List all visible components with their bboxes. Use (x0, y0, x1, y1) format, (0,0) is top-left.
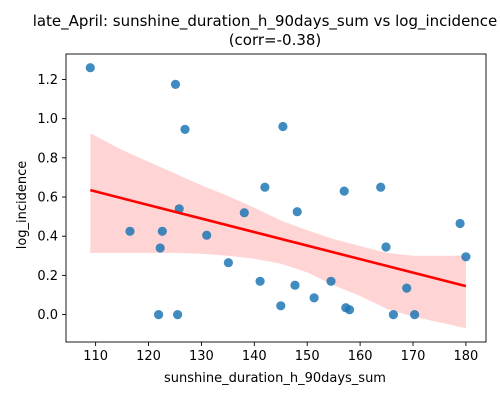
data-point (402, 283, 412, 293)
data-point (455, 218, 465, 229)
data-point (170, 79, 181, 89)
data-point (255, 276, 265, 286)
x-tick-label: 130 (189, 349, 214, 364)
y-tick-label: 0.6 (37, 191, 58, 206)
data-point (461, 252, 471, 262)
x-axis-label: sunshine_duration_h_90days_sum (164, 371, 386, 386)
confidence-band (90, 133, 466, 329)
data-point (157, 226, 167, 236)
chart-subtitle: (corr=-0.38) (229, 31, 322, 49)
data-point (290, 280, 300, 290)
data-point (173, 310, 183, 320)
data-point (376, 182, 386, 192)
plot-frame (65, 53, 487, 343)
data-point (326, 276, 336, 286)
x-tick-label: 170 (401, 349, 426, 364)
x-tick-label: 120 (136, 349, 161, 364)
data-point (260, 182, 270, 192)
data-point (278, 121, 288, 132)
data-point (309, 293, 319, 303)
x-tick-label: 110 (83, 349, 108, 364)
data-point (125, 226, 135, 236)
chart-title: late_April: sunshine_duration_h_90days_s… (33, 12, 498, 31)
data-point (154, 310, 164, 320)
y-tick-label: 1.2 (37, 73, 58, 88)
data-point (381, 242, 391, 252)
data-point (339, 186, 349, 196)
data-point (155, 243, 165, 253)
y-axis-label: log_incidence (15, 161, 30, 250)
y-tick-label: 1.0 (37, 112, 58, 127)
data-point (202, 230, 212, 240)
data-point (239, 208, 249, 218)
data-point (410, 310, 420, 320)
data-point (292, 207, 302, 217)
y-tick-label: 0.0 (37, 308, 58, 323)
data-point (85, 63, 95, 73)
y-tick-label: 0.4 (37, 230, 58, 245)
data-point (344, 305, 355, 315)
x-tick-label: 150 (295, 349, 320, 364)
regression-line (90, 188, 467, 288)
y-tick-label: 0.2 (37, 269, 58, 284)
x-tick-label: 140 (242, 349, 267, 364)
y-tick-label: 0.8 (37, 151, 58, 166)
data-point (180, 124, 190, 134)
x-tick-label: 160 (348, 349, 373, 364)
data-point (388, 310, 398, 320)
data-point (276, 301, 286, 311)
data-point (223, 258, 233, 268)
x-tick-label: 180 (453, 349, 478, 364)
